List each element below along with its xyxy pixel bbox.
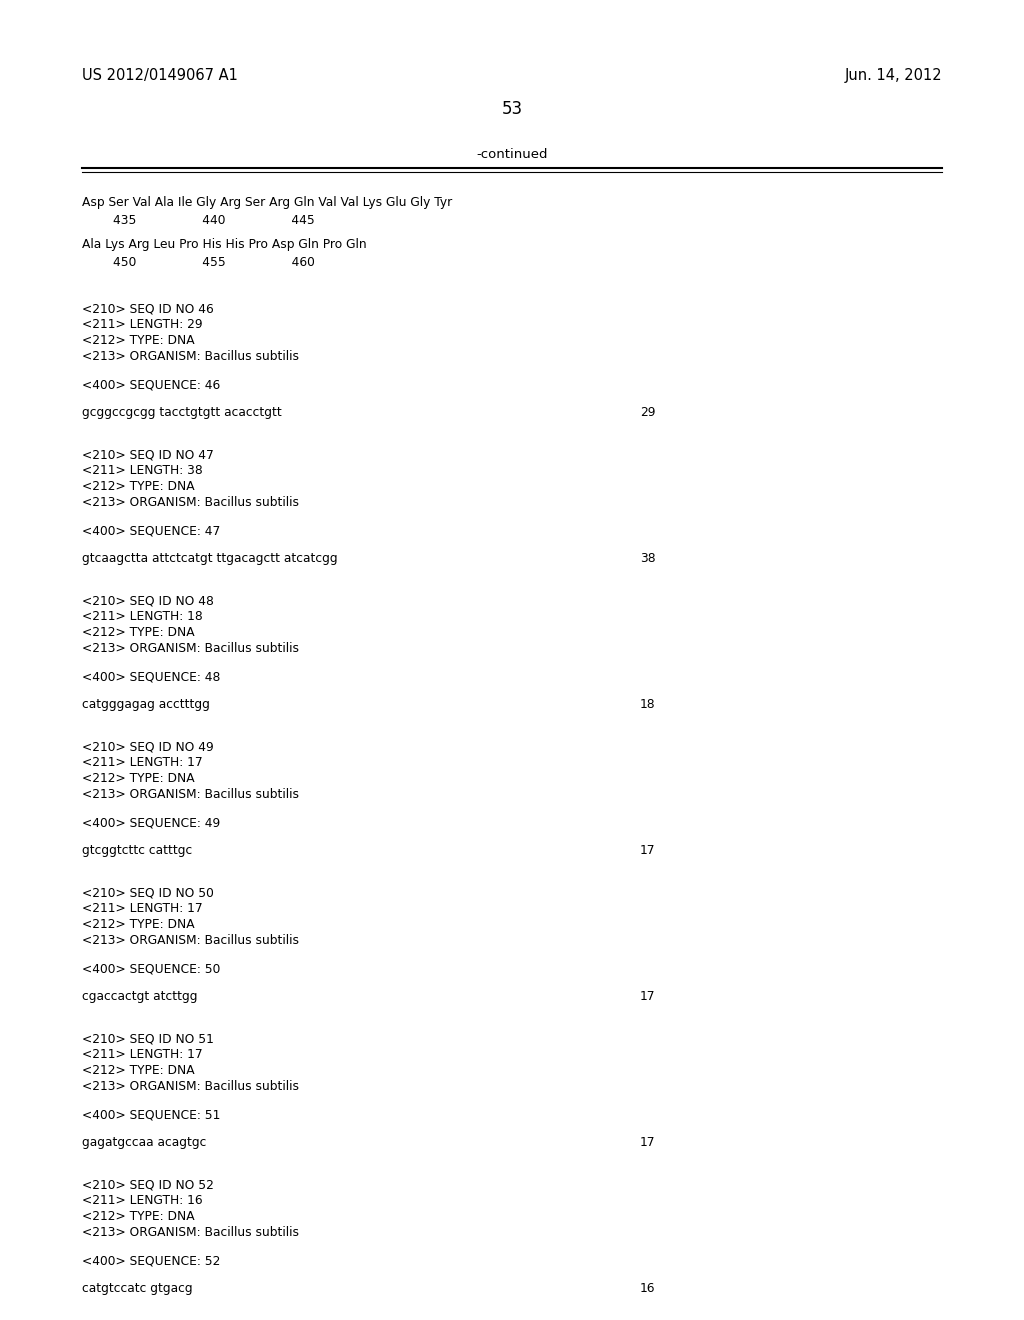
Text: 53: 53 (502, 100, 522, 117)
Text: 29: 29 (640, 407, 655, 418)
Text: Ala Lys Arg Leu Pro His His Pro Asp Gln Pro Gln: Ala Lys Arg Leu Pro His His Pro Asp Gln … (82, 238, 367, 251)
Text: <210> SEQ ID NO 48: <210> SEQ ID NO 48 (82, 594, 214, 607)
Text: <212> TYPE: DNA: <212> TYPE: DNA (82, 334, 195, 347)
Text: <211> LENGTH: 16: <211> LENGTH: 16 (82, 1195, 203, 1206)
Text: <211> LENGTH: 17: <211> LENGTH: 17 (82, 756, 203, 770)
Text: <213> ORGANISM: Bacillus subtilis: <213> ORGANISM: Bacillus subtilis (82, 496, 299, 510)
Text: <211> LENGTH: 29: <211> LENGTH: 29 (82, 318, 203, 331)
Text: 38: 38 (640, 552, 655, 565)
Text: <400> SEQUENCE: 52: <400> SEQUENCE: 52 (82, 1254, 220, 1267)
Text: <210> SEQ ID NO 49: <210> SEQ ID NO 49 (82, 741, 214, 752)
Text: <212> TYPE: DNA: <212> TYPE: DNA (82, 917, 195, 931)
Text: <212> TYPE: DNA: <212> TYPE: DNA (82, 1210, 195, 1224)
Text: <213> ORGANISM: Bacillus subtilis: <213> ORGANISM: Bacillus subtilis (82, 350, 299, 363)
Text: 17: 17 (640, 1137, 655, 1148)
Text: <210> SEQ ID NO 47: <210> SEQ ID NO 47 (82, 447, 214, 461)
Text: <212> TYPE: DNA: <212> TYPE: DNA (82, 1064, 195, 1077)
Text: <213> ORGANISM: Bacillus subtilis: <213> ORGANISM: Bacillus subtilis (82, 935, 299, 946)
Text: <211> LENGTH: 38: <211> LENGTH: 38 (82, 465, 203, 477)
Text: <210> SEQ ID NO 52: <210> SEQ ID NO 52 (82, 1177, 214, 1191)
Text: <212> TYPE: DNA: <212> TYPE: DNA (82, 626, 195, 639)
Text: catgtccatc gtgacg: catgtccatc gtgacg (82, 1282, 193, 1295)
Text: <213> ORGANISM: Bacillus subtilis: <213> ORGANISM: Bacillus subtilis (82, 788, 299, 801)
Text: catgggagag acctttgg: catgggagag acctttgg (82, 698, 210, 711)
Text: <211> LENGTH: 17: <211> LENGTH: 17 (82, 1048, 203, 1061)
Text: 17: 17 (640, 990, 655, 1003)
Text: <213> ORGANISM: Bacillus subtilis: <213> ORGANISM: Bacillus subtilis (82, 1080, 299, 1093)
Text: <400> SEQUENCE: 46: <400> SEQUENCE: 46 (82, 378, 220, 391)
Text: Asp Ser Val Ala Ile Gly Arg Ser Arg Gln Val Val Lys Glu Gly Tyr: Asp Ser Val Ala Ile Gly Arg Ser Arg Gln … (82, 195, 453, 209)
Text: 16: 16 (640, 1282, 655, 1295)
Text: <400> SEQUENCE: 49: <400> SEQUENCE: 49 (82, 816, 220, 829)
Text: gtcaagctta attctcatgt ttgacagctt atcatcgg: gtcaagctta attctcatgt ttgacagctt atcatcg… (82, 552, 338, 565)
Text: 450                 455                 460: 450 455 460 (82, 256, 314, 269)
Text: <210> SEQ ID NO 46: <210> SEQ ID NO 46 (82, 302, 214, 315)
Text: 17: 17 (640, 843, 655, 857)
Text: -continued: -continued (476, 148, 548, 161)
Text: cgaccactgt atcttgg: cgaccactgt atcttgg (82, 990, 198, 1003)
Text: 18: 18 (640, 698, 655, 711)
Text: <210> SEQ ID NO 50: <210> SEQ ID NO 50 (82, 886, 214, 899)
Text: <400> SEQUENCE: 48: <400> SEQUENCE: 48 (82, 671, 220, 682)
Text: <400> SEQUENCE: 47: <400> SEQUENCE: 47 (82, 524, 220, 537)
Text: <210> SEQ ID NO 51: <210> SEQ ID NO 51 (82, 1032, 214, 1045)
Text: US 2012/0149067 A1: US 2012/0149067 A1 (82, 69, 238, 83)
Text: <213> ORGANISM: Bacillus subtilis: <213> ORGANISM: Bacillus subtilis (82, 642, 299, 655)
Text: gagatgccaa acagtgc: gagatgccaa acagtgc (82, 1137, 207, 1148)
Text: <211> LENGTH: 18: <211> LENGTH: 18 (82, 610, 203, 623)
Text: <213> ORGANISM: Bacillus subtilis: <213> ORGANISM: Bacillus subtilis (82, 1226, 299, 1239)
Text: gcggccgcgg tacctgtgtt acacctgtt: gcggccgcgg tacctgtgtt acacctgtt (82, 407, 282, 418)
Text: <400> SEQUENCE: 51: <400> SEQUENCE: 51 (82, 1107, 220, 1121)
Text: gtcggtcttc catttgc: gtcggtcttc catttgc (82, 843, 193, 857)
Text: <212> TYPE: DNA: <212> TYPE: DNA (82, 772, 195, 785)
Text: <212> TYPE: DNA: <212> TYPE: DNA (82, 480, 195, 492)
Text: <400> SEQUENCE: 50: <400> SEQUENCE: 50 (82, 962, 220, 975)
Text: <211> LENGTH: 17: <211> LENGTH: 17 (82, 902, 203, 915)
Text: 435                 440                 445: 435 440 445 (82, 214, 314, 227)
Text: Jun. 14, 2012: Jun. 14, 2012 (845, 69, 942, 83)
